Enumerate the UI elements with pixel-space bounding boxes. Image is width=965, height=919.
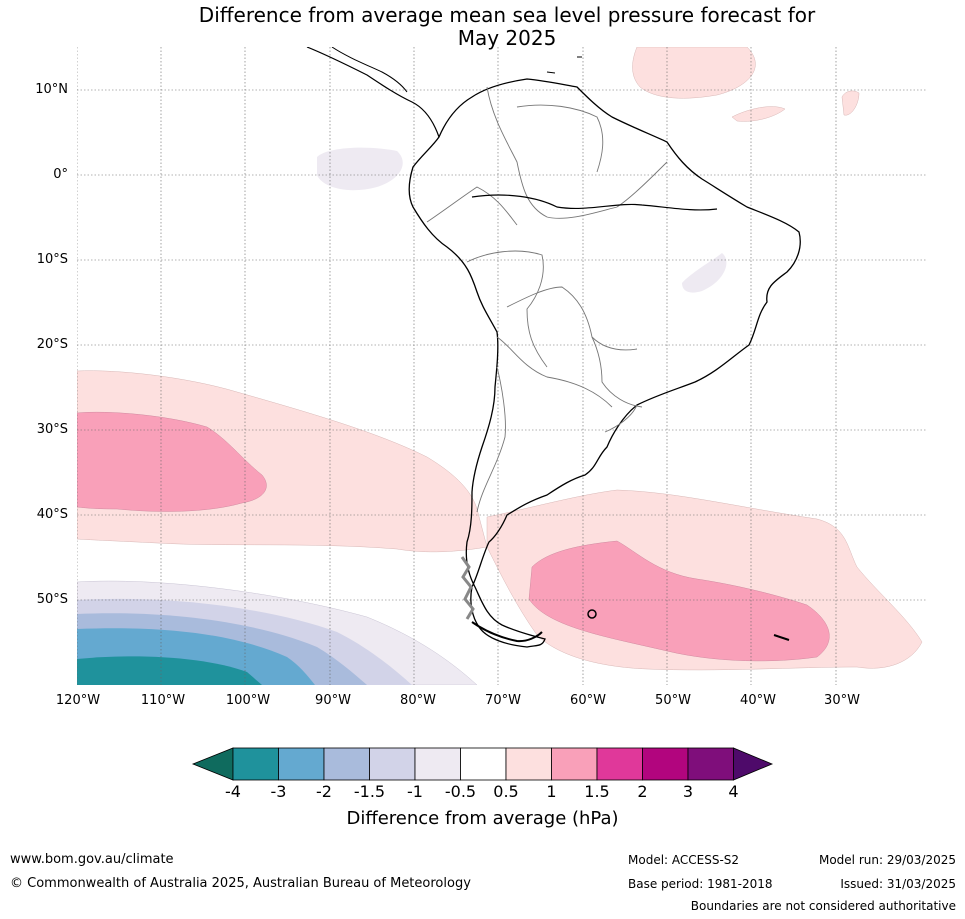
lon-tick-110w: 110°W <box>140 693 186 708</box>
amazon-river <box>471 194 718 211</box>
colorbar-label: -2 <box>316 782 332 801</box>
anomaly-region-neg-0.5-equator <box>317 147 403 191</box>
footer-model-run: Model run: 29/03/2025 <box>818 853 956 867</box>
lat-tick-10n: 10°N <box>35 82 68 97</box>
south-georgia <box>773 634 790 641</box>
colorbar-swatch-4 <box>414 747 461 781</box>
caribbean-islands <box>546 56 582 74</box>
colorbar-extend-low <box>191 747 234 781</box>
colorbar-swatch-2 <box>323 747 370 781</box>
graticule <box>77 47 926 685</box>
colorbar-swatch-9 <box>642 747 689 781</box>
lon-tick-70w: 70°W <box>485 693 521 708</box>
central-america-coastline <box>306 47 440 138</box>
colorbar-label: -0.5 <box>444 782 477 801</box>
colorbar-swatch-10 <box>687 747 734 781</box>
lat-tick-10s: 10°S <box>36 252 68 267</box>
anomaly-region-pos-1-atlantic <box>528 540 830 662</box>
footer-issued: Issued: 31/03/2025 <box>840 877 956 891</box>
colorbar-label: 2 <box>637 782 648 801</box>
colorbar-extend-high <box>733 747 774 781</box>
map-title: Difference from average mean sea level p… <box>77 4 937 50</box>
map-title-line2: May 2025 <box>457 26 557 50</box>
lon-tick-120w: 120°W <box>55 693 101 708</box>
map-title-line1: Difference from average mean sea level p… <box>198 3 816 27</box>
footer-copyright: © Commonwealth of Australia 2025, Austra… <box>10 876 471 891</box>
country-borders <box>426 86 668 513</box>
colorbar-label: 4 <box>728 782 739 801</box>
footer-disclaimer: Boundaries are not considered authoritat… <box>690 899 956 913</box>
colorbar-swatch-8 <box>596 747 643 781</box>
colorbar <box>191 747 774 781</box>
anomaly-region-pos-1-pacific <box>77 411 267 512</box>
anomaly-region-pos-0.5-small2 <box>841 90 860 116</box>
footer-model: Model: ACCESS-S2 <box>628 853 740 867</box>
lon-tick-60w: 60°W <box>570 693 606 708</box>
anomaly-region-neg-3 <box>77 656 262 685</box>
lat-tick-20s: 20°S <box>36 337 68 352</box>
lon-tick-50w: 50°W <box>655 693 691 708</box>
colorbar-label: 1 <box>546 782 557 801</box>
south-america-coastline <box>408 78 801 648</box>
lat-tick-30s: 30°S <box>36 422 68 437</box>
colorbar-label: 0.5 <box>493 782 519 801</box>
anomaly-region-neg-0.5-brazil <box>682 253 727 293</box>
colorbar-label: -4 <box>225 782 241 801</box>
anomaly-region-pos-0.5-small <box>731 106 786 122</box>
colorbar-swatch-0 <box>232 747 279 781</box>
lon-tick-30w: 30°W <box>824 693 860 708</box>
colorbar-label: -1 <box>407 782 423 801</box>
lat-tick-50s: 50°S <box>36 592 68 607</box>
colorbar-label: 1.5 <box>584 782 610 801</box>
colorbar-swatch-5 <box>460 747 507 781</box>
lon-tick-100w: 100°W <box>225 693 271 708</box>
falklands <box>587 609 597 619</box>
lat-tick-0: 0° <box>53 167 68 182</box>
footer-url[interactable]: www.bom.gov.au/climate <box>10 852 174 867</box>
lat-tick-40s: 40°S <box>36 507 68 522</box>
colorbar-swatch-7 <box>551 747 598 781</box>
anomaly-region-pos-0.5-north <box>632 47 756 99</box>
colorbar-swatch-3 <box>369 747 416 781</box>
pressure-anomaly-map <box>77 47 926 685</box>
lon-tick-80w: 80°W <box>400 693 436 708</box>
colorbar-label: -3 <box>270 782 287 801</box>
colorbar-label: 3 <box>682 782 694 801</box>
lon-tick-40w: 40°W <box>740 693 776 708</box>
colorbar-swatch-6 <box>505 747 552 781</box>
footer-base-period: Base period: 1981-2018 <box>628 877 773 891</box>
colorbar-swatch-1 <box>278 747 325 781</box>
colorbar-title: Difference from average (hPa) <box>346 808 619 829</box>
chilean-fjords <box>460 556 475 620</box>
colorbar-label: -1.5 <box>353 782 386 801</box>
lon-tick-90w: 90°W <box>315 693 351 708</box>
tierra-del-fuego <box>471 621 543 643</box>
